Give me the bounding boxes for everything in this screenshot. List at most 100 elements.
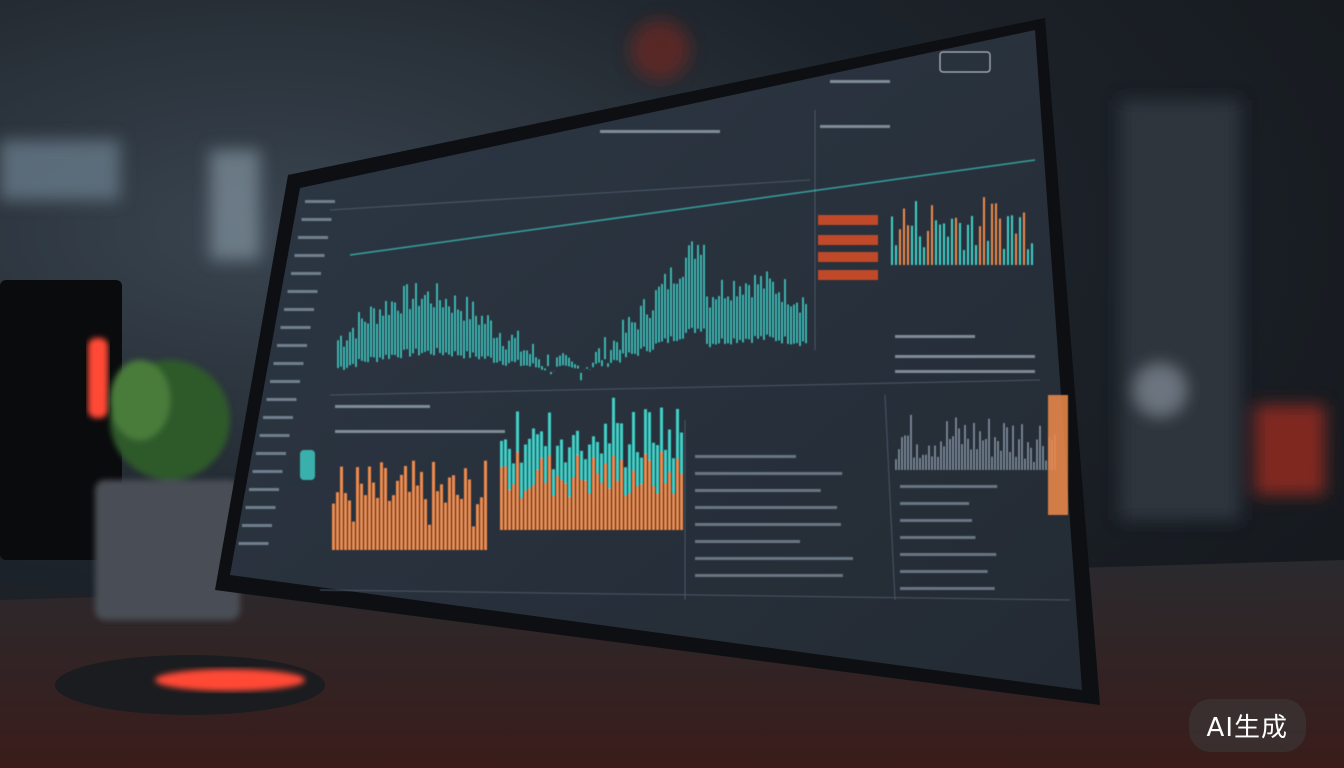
orange-bar [680,473,683,530]
orange-bar [600,482,603,530]
orange-bar [440,484,443,550]
sidebar-text [291,272,321,275]
orange-bar [344,493,347,550]
header-text [895,355,1035,358]
text-line [900,553,997,556]
sidebar-text [263,416,293,419]
edge-highlight [1048,395,1068,515]
orange-bar [520,498,523,530]
orange-bar [588,493,591,530]
text-line [695,574,843,577]
orange-bar [568,496,571,530]
orange-bar [676,458,679,530]
orange-bar [640,483,643,530]
label-badge [818,215,878,225]
text-line [695,489,821,492]
header-text [895,335,975,338]
orange-bar [556,475,559,530]
orange-bar [584,480,587,530]
orange-bar [592,457,595,530]
teal-bar [544,446,547,483]
orange-bar [460,498,463,550]
orange-bar [608,488,611,530]
orange-bar [336,492,339,550]
orange-bar [552,495,555,530]
teal-bar [536,434,539,471]
teal-bar [584,459,587,481]
sidebar-text [287,290,318,293]
orange-bar [564,483,567,530]
teal-bar [632,411,635,471]
orange-bar [548,455,551,530]
orange-bar [480,497,483,550]
orange-bar [672,493,675,530]
orange-bar [560,479,563,530]
orange-bar [372,482,375,550]
text-line [695,523,841,526]
orange-bar [444,502,447,550]
plant [95,360,240,620]
teal-bar [540,431,543,459]
orange-bar [356,467,359,550]
teal-bar [556,445,559,476]
orange-bar [400,474,403,550]
sidebar-text [294,254,325,257]
panel-divider [884,394,896,601]
orange-bar [388,500,391,550]
orange-bar [360,483,363,550]
teal-bar [616,423,619,481]
orange-bar [512,484,515,530]
label-badge [818,252,878,262]
orange-bar [668,472,671,530]
orange-bar [384,467,387,550]
teal-bar [664,449,667,484]
sidebar-text [298,236,328,239]
orange-bar [424,499,427,550]
teal-bar [512,463,515,485]
teal-bar [572,435,575,478]
teal-bar [600,453,603,483]
text-line [695,540,801,543]
orange-bar [484,460,487,550]
teal-bar [656,445,659,494]
text-line [900,536,976,539]
orange-bar [504,466,507,530]
orange-bar [468,479,471,550]
orange-bar [456,494,459,550]
text-line [695,557,853,560]
teal-bar [676,408,679,459]
orange-bar [436,491,439,550]
teal-bar [604,423,607,464]
window-button [939,51,991,73]
teal-bar [520,462,523,499]
ai-generated-watermark: AI生成 [1188,699,1306,752]
header-text [830,80,890,83]
text-line [695,506,838,509]
teal-bar [668,429,671,473]
teal-bar [596,441,599,474]
orange-bar [472,526,475,550]
teal-bar [628,444,631,494]
teal-bar [524,444,527,491]
orange-bar [364,495,367,550]
label-badge [818,270,878,280]
sidebar-text [305,200,335,203]
orange-bar [428,524,431,550]
teal-bar [640,457,643,484]
header-text [820,125,890,128]
orange-bar [636,486,639,530]
red-light [88,338,108,418]
teal-bar [672,458,675,494]
orange-bar [596,473,599,530]
orange-bar [628,493,631,530]
teal-bar [504,439,507,467]
sidebar-text [245,506,276,509]
teal-bar [680,432,683,474]
text-line [900,587,995,590]
orange-bar [652,486,655,530]
sidebar-text [280,326,311,329]
teal-bar [568,447,571,497]
orange-bar [500,467,503,530]
